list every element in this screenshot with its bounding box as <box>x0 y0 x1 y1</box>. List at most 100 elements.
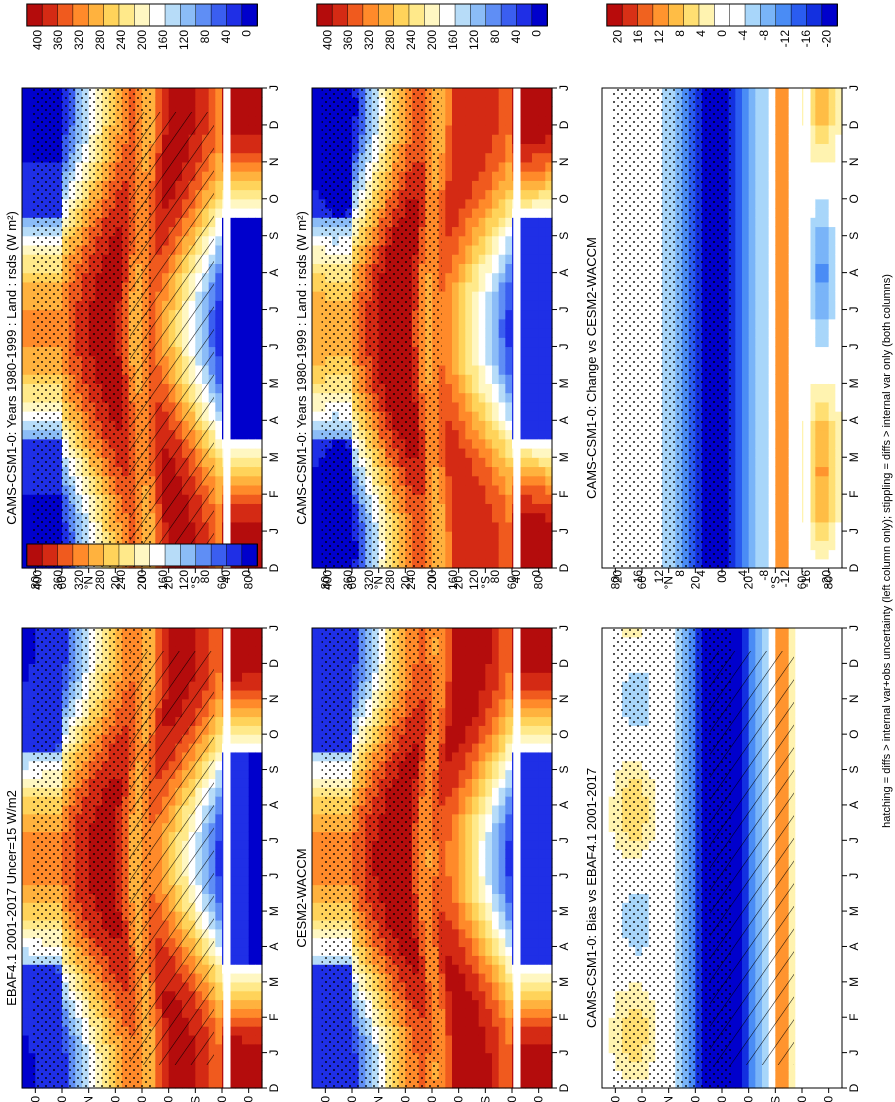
heat-cell <box>242 1034 250 1045</box>
heat-cell <box>235 355 243 366</box>
heat-cell <box>195 1079 203 1089</box>
heat-cell <box>255 374 263 384</box>
heat-cell <box>22 1052 30 1063</box>
heat-cell <box>438 1070 446 1080</box>
colorbar-swatch <box>72 543 89 567</box>
heat-cell <box>242 990 250 1001</box>
heat-cell <box>312 734 320 744</box>
heat-cell <box>228 849 236 859</box>
heat-cell <box>228 1017 236 1027</box>
heat-cell <box>22 494 30 504</box>
heat-cell <box>215 981 223 992</box>
heat-cell <box>228 999 236 1009</box>
heat-cell <box>22 263 30 274</box>
heat-cell <box>228 291 236 301</box>
heat-cell <box>248 1034 256 1045</box>
heat-cell <box>182 636 190 647</box>
heat-cell <box>312 698 320 709</box>
heat-cell <box>215 1043 223 1054</box>
month-tick-label: D <box>267 1083 281 1092</box>
heat-cell <box>188 106 196 117</box>
heat-cell <box>312 964 320 974</box>
heat-cell <box>242 804 250 815</box>
month-tick-label: A <box>267 942 281 950</box>
month-tick-label: J <box>267 343 281 349</box>
heat-cell <box>445 919 453 930</box>
heat-cell <box>215 318 223 329</box>
heat-cell <box>255 97 263 108</box>
heat-cell <box>255 946 263 956</box>
heat-cell <box>215 831 223 841</box>
heat-cell <box>235 475 243 486</box>
heat-cell <box>215 235 223 246</box>
heat-cell <box>168 1061 176 1071</box>
colorbar-swatch <box>134 3 151 27</box>
heat-cell <box>228 1043 236 1054</box>
heat-cell <box>438 1034 446 1045</box>
heat-cell <box>445 866 453 877</box>
heat-cell <box>438 778 446 788</box>
heat-cell <box>228 689 236 700</box>
heat-cell <box>312 663 320 673</box>
heat-cell <box>255 337 263 348</box>
heat-cell <box>215 401 223 412</box>
heat-cell <box>255 411 263 421</box>
heat-cell <box>228 429 236 440</box>
heat-cell <box>248 734 256 744</box>
heat-cell <box>235 813 243 824</box>
heat-cell <box>438 955 446 965</box>
heat-cell <box>215 911 223 921</box>
lat-tick-label: 0 <box>135 1096 149 1102</box>
heat-cell <box>248 171 256 181</box>
heat-cell <box>22 540 30 551</box>
heat-cell <box>215 875 223 886</box>
heat-cell <box>242 364 250 375</box>
heat-cell <box>215 955 223 965</box>
heat-cell <box>22 999 30 1009</box>
heat-cell <box>248 383 256 394</box>
heat-cell <box>255 115 263 126</box>
heat-cell <box>255 171 263 181</box>
heat-cell <box>255 1052 263 1063</box>
heat-cell <box>22 318 30 329</box>
heat-cell <box>235 448 243 458</box>
heat-cell <box>215 198 223 209</box>
heat-cell <box>215 466 223 477</box>
heat-cell <box>148 1061 156 1071</box>
heat-cell <box>248 778 256 788</box>
heat-cell <box>22 208 30 218</box>
heat-cell <box>22 226 30 237</box>
heat-cell <box>242 466 250 477</box>
heat-cell <box>215 840 223 850</box>
heat-cell <box>22 337 30 348</box>
heat-cell <box>202 88 210 98</box>
heat-cell <box>255 937 263 948</box>
heat-cell <box>255 628 263 638</box>
month-tick-label: N <box>267 158 281 167</box>
heat-cell <box>312 831 320 841</box>
lat-tick-label: °S <box>188 576 202 589</box>
heat-cell <box>242 858 250 868</box>
heat-cell <box>215 88 223 98</box>
heat-cell <box>228 1026 236 1036</box>
heat-cell <box>215 1079 223 1089</box>
heat-cell <box>242 964 250 974</box>
panel-title: EBAF4.1 2001-2017 Uncer=15 W/m2 <box>4 790 19 1006</box>
heat-cell <box>228 346 236 357</box>
heat-cell <box>248 964 256 974</box>
heat-cell <box>438 751 446 762</box>
heat-cell <box>255 778 263 788</box>
heat-cell <box>215 663 223 673</box>
heat-cell <box>312 1061 320 1071</box>
heat-cell <box>228 707 236 718</box>
heat-cell <box>22 161 30 172</box>
heat-cell <box>255 698 263 709</box>
heat-cell <box>445 1008 453 1018</box>
heat-cell <box>248 1026 256 1036</box>
heat-cell <box>438 964 446 974</box>
heat-cell <box>248 946 256 956</box>
heat-cell <box>312 893 320 903</box>
heat-cell <box>242 438 250 449</box>
heat-cell <box>215 374 223 384</box>
heat-cell <box>162 1079 170 1089</box>
